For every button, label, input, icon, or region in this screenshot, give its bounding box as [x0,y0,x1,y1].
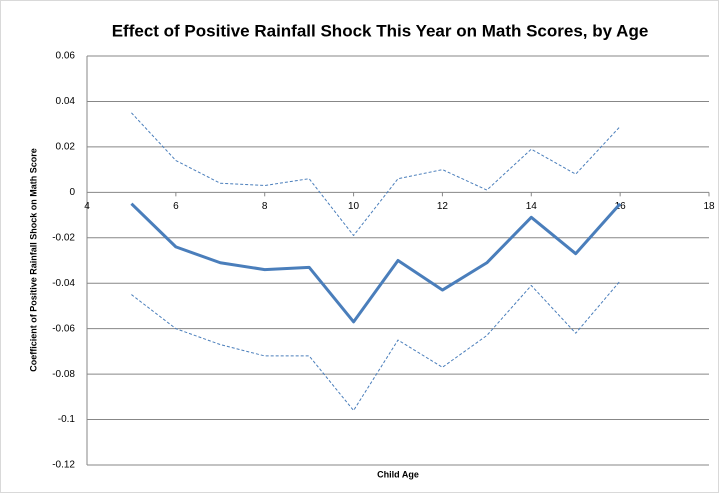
x-tick-label: 12 [437,201,449,212]
estimate-line [130,202,622,324]
x-tick-label: 14 [526,201,538,212]
y-tick-label: 0.04 [56,96,76,107]
y-tick-label: -0.08 [52,369,75,380]
x-tick-label: 6 [173,201,179,212]
x-tick-label: 18 [703,201,715,212]
y-tick-label: 0.02 [56,142,76,153]
confidence-line [131,280,621,411]
x-axis-title: Child Age [377,469,419,479]
y-tick-label: 0.06 [56,51,76,62]
y-tick-label: -0.04 [52,278,75,289]
y-tick-label: -0.12 [52,460,75,471]
y-tick-label: -0.1 [58,414,76,425]
x-tick-label: 8 [262,201,268,212]
y-tick-label: 0 [69,187,75,198]
chart-title: Effect of Positive Rainfall Shock This Y… [112,21,649,40]
y-tick-label: -0.06 [52,323,75,334]
x-tick-label: 4 [84,201,90,212]
x-tick-label: 10 [348,201,360,212]
confidence-line [131,112,621,237]
y-tick-label: -0.02 [52,232,75,243]
y-axis-title: Coefficient of Positive Rainfall Shock o… [28,148,38,372]
x-tick-label: 16 [615,201,627,212]
